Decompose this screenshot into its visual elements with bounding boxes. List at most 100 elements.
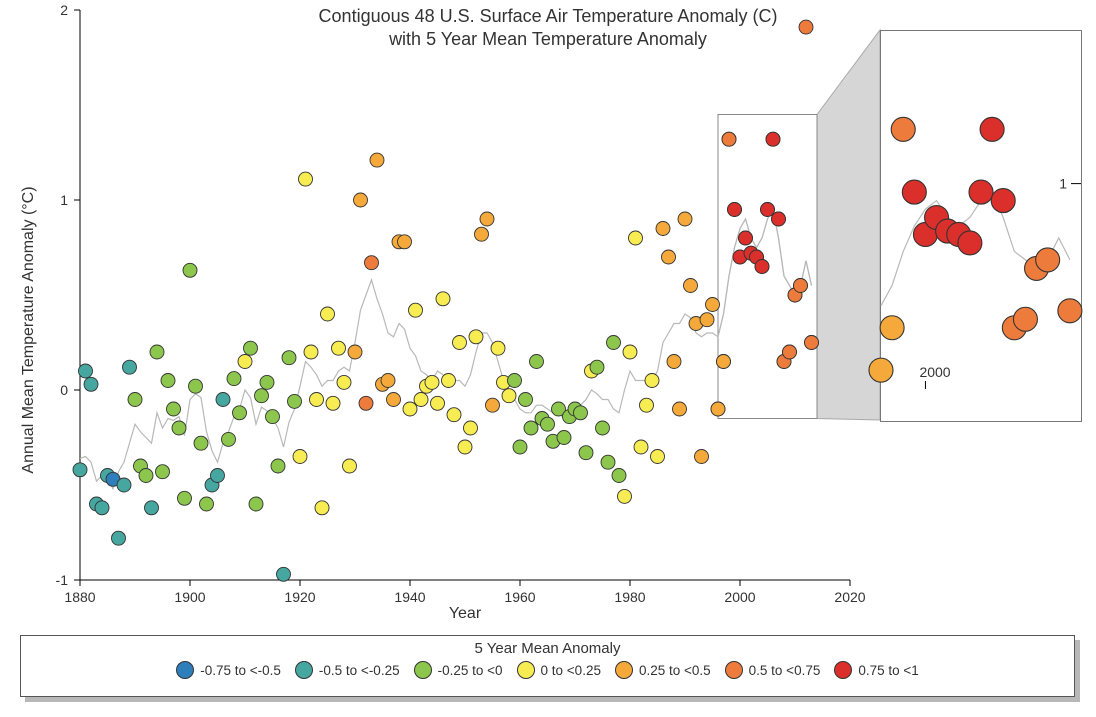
svg-text:1: 1: [1059, 176, 1067, 192]
data-point: [579, 446, 593, 460]
data-point: [365, 256, 379, 270]
legend-label: -0.5 to <-0.25: [319, 663, 400, 678]
legend-item: 0 to <0.25: [517, 661, 601, 679]
zoom-data-point: [891, 117, 915, 141]
data-point: [601, 455, 615, 469]
data-point: [354, 193, 368, 207]
data-point: [469, 330, 483, 344]
zoom-data-point: [991, 189, 1015, 213]
data-point: [310, 393, 324, 407]
zoom-data-point: [880, 316, 904, 340]
data-point: [508, 374, 522, 388]
data-point: [684, 279, 698, 293]
data-point: [238, 355, 252, 369]
data-point: [216, 393, 230, 407]
data-point: [524, 421, 538, 435]
data-point: [117, 478, 131, 492]
legend-item: 0.25 to <0.5: [615, 661, 711, 679]
main-chart-area: 18801900192019401960198020002020-1012: [80, 10, 850, 580]
data-point: [370, 153, 384, 167]
data-point: [337, 375, 351, 389]
data-point: [343, 459, 357, 473]
data-point: [530, 355, 544, 369]
data-point: [288, 394, 302, 408]
legend-item: 0.75 to <1: [834, 661, 918, 679]
data-point: [656, 222, 670, 236]
data-point: [255, 389, 269, 403]
data-point: [623, 345, 637, 359]
data-point: [112, 531, 126, 545]
legend-label: 0.75 to <1: [858, 663, 918, 678]
zoom-data-point: [869, 358, 893, 382]
data-point: [398, 235, 412, 249]
data-point: [612, 469, 626, 483]
data-point: [227, 372, 241, 386]
data-point: [304, 345, 318, 359]
data-point: [150, 345, 164, 359]
data-point: [79, 364, 93, 378]
legend-label: 0.25 to <0.5: [639, 663, 711, 678]
legend-dot: [615, 661, 633, 679]
data-point: [607, 336, 621, 350]
data-point: [189, 379, 203, 393]
x-tick-label: 1940: [394, 589, 425, 605]
data-point: [629, 231, 643, 245]
legend-item: -0.5 to <-0.25: [295, 661, 400, 679]
data-point: [706, 298, 720, 312]
legend-dot: [414, 661, 432, 679]
data-point: [442, 374, 456, 388]
data-point: [541, 417, 555, 431]
data-point: [414, 393, 428, 407]
data-point: [315, 501, 329, 515]
data-point: [480, 212, 494, 226]
data-point: [84, 377, 98, 391]
data-point: [491, 341, 505, 355]
data-point: [359, 396, 373, 410]
y-tick-label: -1: [56, 572, 69, 588]
legend-item: -0.25 to <0: [414, 661, 503, 679]
zoom-data-point: [980, 117, 1004, 141]
data-point: [590, 360, 604, 374]
data-point: [436, 292, 450, 306]
y-axis-label-svg: Annual Mean Temperature Anomaly (°C): [15, 10, 45, 580]
data-point: [194, 436, 208, 450]
data-point: [673, 402, 687, 416]
data-point: [645, 374, 659, 388]
data-point: [266, 410, 280, 424]
data-point: [475, 227, 489, 241]
svg-text:2000: 2000: [919, 364, 950, 380]
data-point: [662, 250, 676, 264]
data-point: [95, 501, 109, 515]
data-point: [161, 374, 175, 388]
data-point: [249, 497, 263, 511]
legend-dot: [295, 661, 313, 679]
data-point: [574, 406, 588, 420]
legend-label: -0.25 to <0: [438, 663, 503, 678]
zoom-panel-svg: 1 2000: [881, 31, 1081, 421]
legend-label: -0.75 to <-0.5: [200, 663, 281, 678]
legend-dot: [725, 661, 743, 679]
legend-label: 0.5 to <0.75: [749, 663, 821, 678]
data-point: [695, 450, 709, 464]
data-point: [260, 375, 274, 389]
legend-title: 5 Year Mean Anomaly: [21, 640, 1074, 657]
data-point: [403, 402, 417, 416]
data-point: [282, 351, 296, 365]
legend-front: 5 Year Mean Anomaly -0.75 to <-0.5 -0.5 t…: [20, 635, 1075, 697]
data-point: [618, 489, 632, 503]
data-point: [464, 421, 478, 435]
data-point: [271, 459, 285, 473]
data-point: [156, 465, 170, 479]
zoom-data-point: [958, 231, 982, 255]
x-tick-label: 1980: [614, 589, 645, 605]
data-point: [596, 421, 610, 435]
legend-item: -0.75 to <-0.5: [176, 661, 281, 679]
data-point: [425, 375, 439, 389]
data-point: [211, 469, 225, 483]
zoom-data-point: [1058, 299, 1082, 323]
data-point: [799, 20, 813, 34]
legend-dot: [834, 661, 852, 679]
data-point: [123, 360, 137, 374]
y-axis-label: Annual Mean Temperature Anomaly (°C): [20, 186, 37, 473]
legend-label: 0 to <0.25: [541, 663, 601, 678]
